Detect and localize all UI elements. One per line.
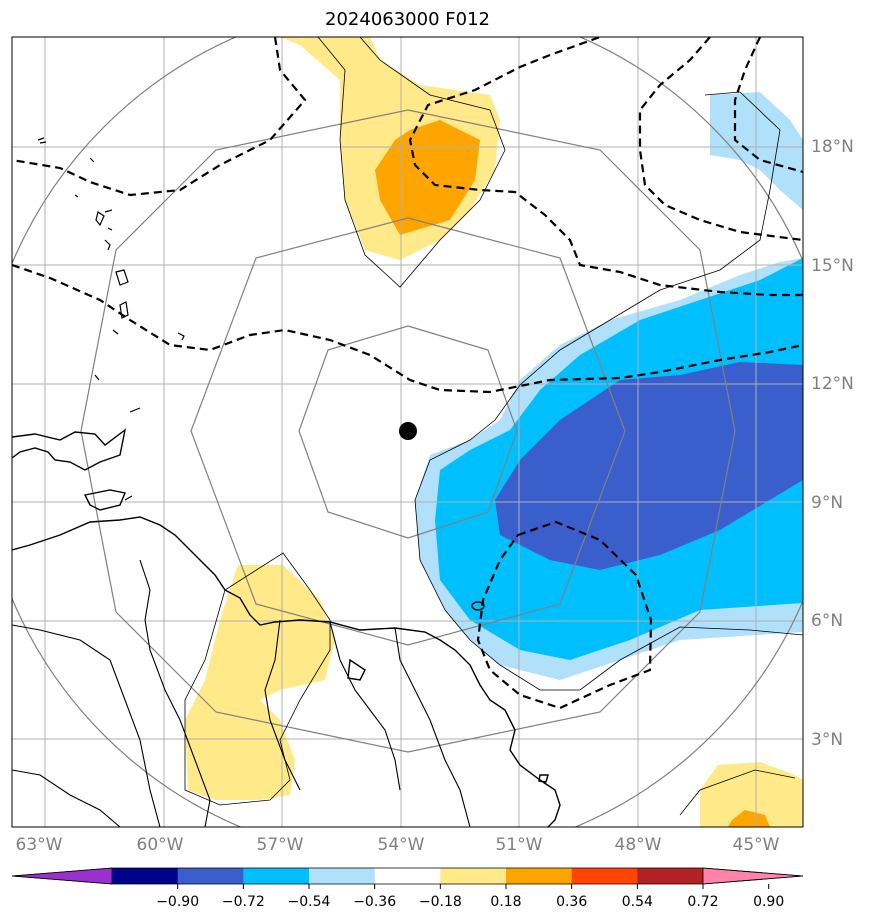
caribbean-islands bbox=[37, 137, 185, 501]
colorbar-tick-label: −0.90 bbox=[156, 894, 199, 910]
colorbar-band bbox=[506, 868, 573, 884]
colorbar-tick-label: 0.36 bbox=[556, 894, 587, 910]
dashed-contours bbox=[12, 37, 803, 710]
lon-label: 54°W bbox=[378, 835, 425, 855]
small-island-se bbox=[538, 774, 549, 783]
colorbar-ticks: −0.90 −0.72 −0.54 −0.36 −0.18 0.18 0.36 0.54 0.7… bbox=[156, 884, 784, 910]
lat-label: 15°N bbox=[811, 256, 854, 276]
lat-label: 18°N bbox=[811, 137, 854, 157]
colorbar-band bbox=[571, 868, 638, 884]
graticule bbox=[12, 37, 803, 827]
thin-contours bbox=[184, 37, 803, 816]
colorbar-band bbox=[177, 868, 244, 884]
colorbar-band bbox=[243, 868, 310, 884]
colorbar-tick-label: −0.72 bbox=[222, 894, 265, 910]
colorbar-tick-label: −0.18 bbox=[419, 894, 462, 910]
longitude-labels: 63°W 60°W 57°W 54°W 51°W 48°W 45°W bbox=[16, 835, 780, 855]
lon-label: 60°W bbox=[137, 835, 184, 855]
colorbar bbox=[11, 867, 804, 885]
colorbar-band bbox=[440, 868, 507, 884]
colorbar-tick-label: −0.36 bbox=[353, 894, 396, 910]
lat-label: 3°N bbox=[811, 730, 843, 750]
colorbar-extend-low bbox=[11, 867, 113, 885]
map-area bbox=[12, 37, 803, 827]
yellow-region-southeast bbox=[700, 762, 803, 827]
small-island-sw bbox=[347, 658, 366, 681]
lat-label: 12°N bbox=[811, 374, 854, 394]
latitude-labels: 18°N 15°N 12°N 9°N 6°N 3°N bbox=[811, 137, 854, 750]
colorbar-tick-label: −0.54 bbox=[288, 894, 331, 910]
lon-label: 51°W bbox=[496, 835, 543, 855]
colorbar-band bbox=[637, 868, 704, 884]
royal-blue-region bbox=[495, 362, 803, 570]
coastlines bbox=[12, 137, 561, 827]
colorbar-tick-label: 0.18 bbox=[490, 894, 521, 910]
colorbar-tick-label: 0.72 bbox=[687, 894, 718, 910]
range-rings bbox=[12, 37, 803, 827]
map-frame bbox=[11, 36, 804, 828]
colorbar-outline bbox=[11, 867, 804, 885]
lat-label: 6°N bbox=[811, 611, 843, 631]
colorbar-band bbox=[374, 868, 441, 884]
lon-label: 57°W bbox=[257, 835, 304, 855]
lon-label: 48°W bbox=[615, 835, 662, 855]
colorbar-band bbox=[309, 868, 376, 884]
colorbar-extend-high bbox=[702, 867, 804, 885]
small-contour-loop bbox=[471, 601, 485, 611]
lon-label: 45°W bbox=[733, 835, 780, 855]
country-borders bbox=[12, 559, 471, 827]
orange-region-southeast bbox=[728, 810, 770, 827]
colorbar-tick-label: 0.54 bbox=[622, 894, 653, 910]
map-title: 2024063000 F012 bbox=[325, 9, 490, 30]
storm-center-marker bbox=[399, 422, 417, 440]
lon-label: 63°W bbox=[16, 835, 63, 855]
trinidad-island bbox=[83, 489, 126, 511]
colorbar-band bbox=[112, 868, 179, 884]
lat-label: 9°N bbox=[811, 493, 843, 513]
colorbar-tick-label: 0.90 bbox=[753, 894, 784, 910]
yellow-region-south bbox=[185, 565, 335, 800]
